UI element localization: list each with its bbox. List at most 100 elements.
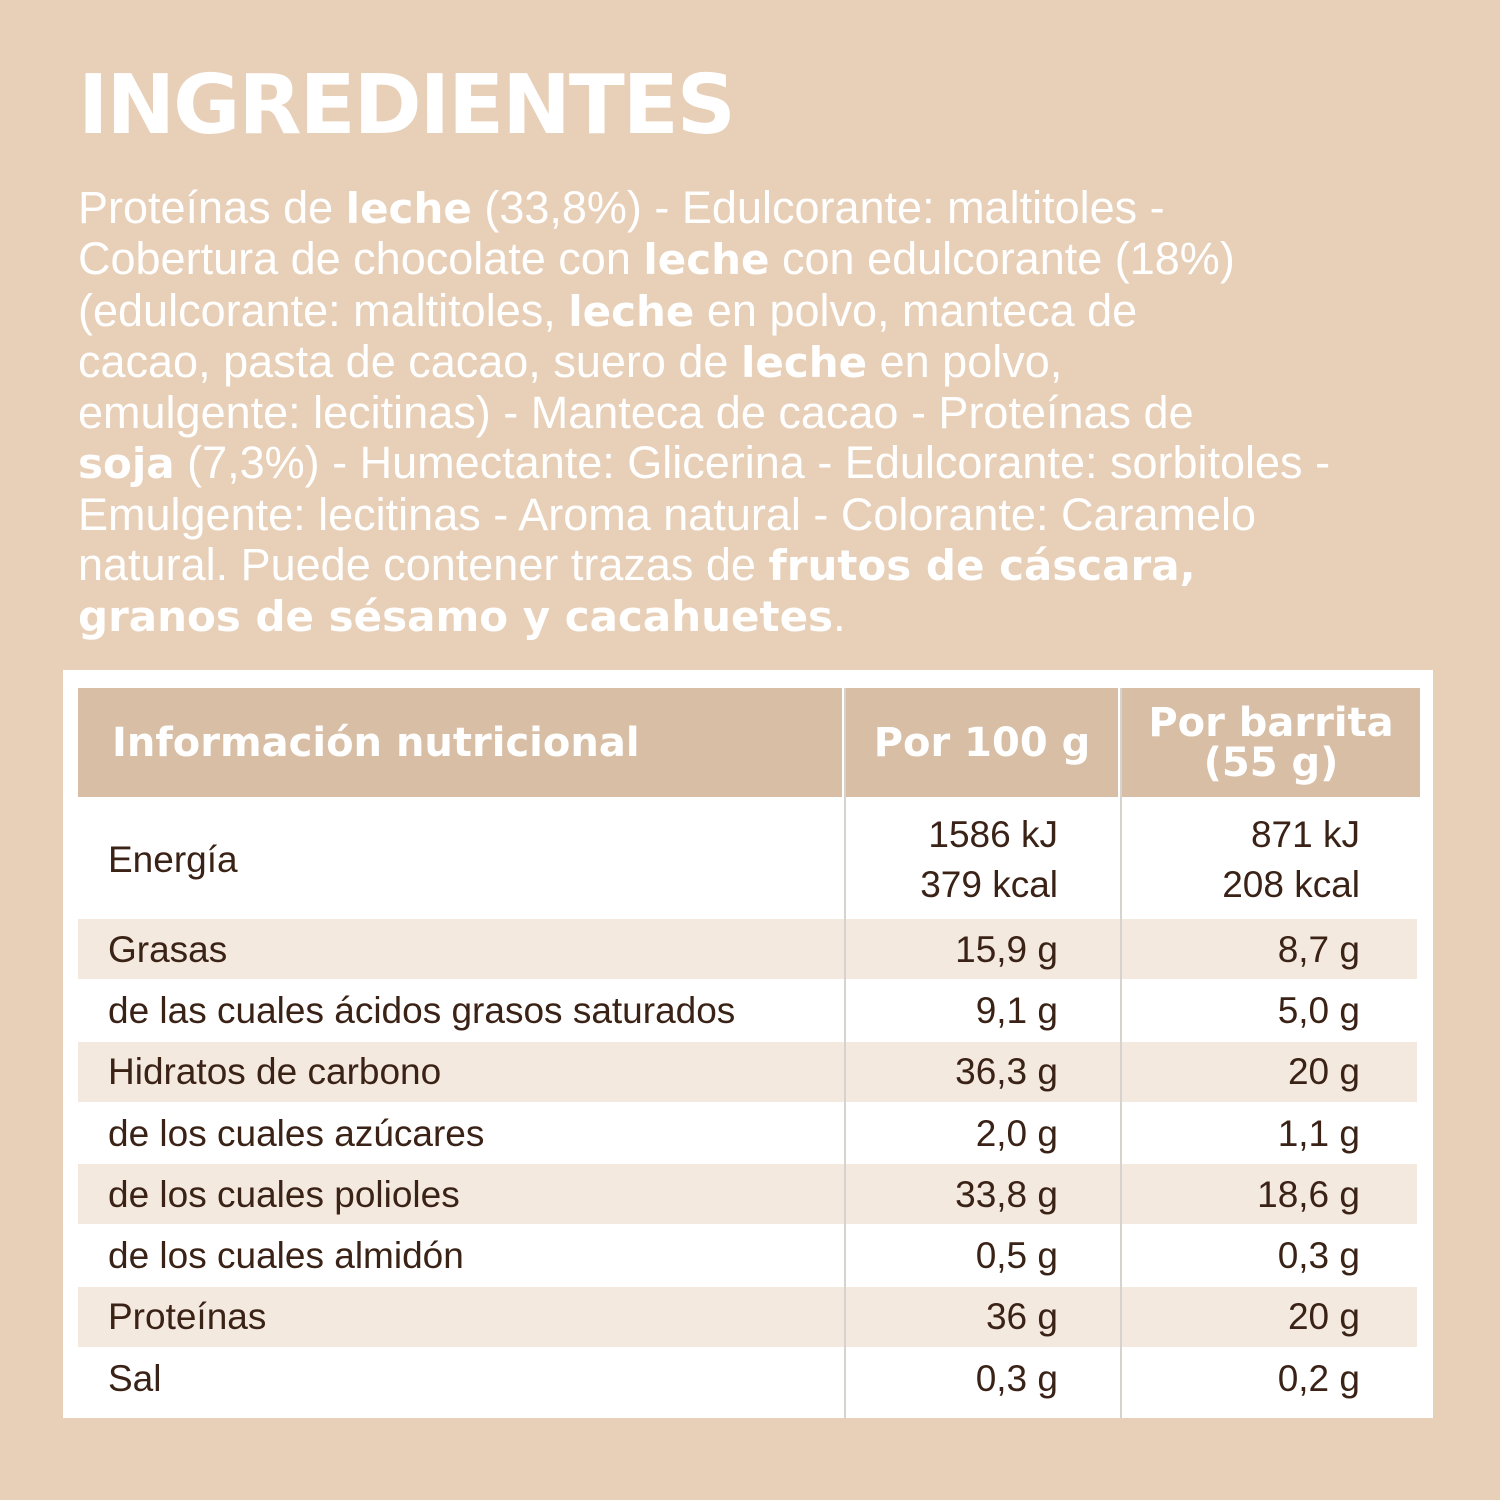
cell-text: 0,2 g	[1277, 1357, 1360, 1399]
nutrient-label: Hidratos de carbono	[78, 1042, 842, 1103]
nutrient-value: 8,7 g	[1122, 919, 1420, 980]
nutrient-value: 1586 kJ 379 kcal	[846, 801, 1118, 919]
cell-text: 0,3 g	[1277, 1235, 1360, 1277]
column-divider	[1120, 688, 1122, 1418]
cell-text: 1586 kJ	[928, 814, 1058, 855]
cell-text: 9,1 g	[975, 989, 1058, 1031]
nutrient-value: 20 g	[1122, 1042, 1420, 1103]
nutrient-value: 5,0 g	[1122, 980, 1420, 1041]
cell-text: 1,1 g	[1277, 1112, 1360, 1154]
ingredient-line: Proteínas de leche (33,8%) - Edulcorante…	[78, 182, 1478, 234]
nutrient-value: 0,3 g	[1122, 1226, 1420, 1287]
allergen-text: soja	[78, 439, 175, 489]
ingredients: Proteínas de leche (33,8%) - Edulcorante…	[78, 182, 1478, 643]
row-shade	[78, 1041, 1417, 1102]
nutrient-label: de los cuales azúcares	[78, 1103, 842, 1164]
cell-text: de las cuales ácidos grasos saturados	[108, 989, 736, 1031]
cell-text: Grasas	[108, 928, 228, 970]
ingredient-text: en polvo, manteca de	[694, 284, 1138, 336]
cell-text: 871 kJ	[1250, 814, 1360, 855]
nutrient-value: 18,6 g	[1122, 1164, 1420, 1225]
cell-text: 18,6 g	[1257, 1173, 1360, 1215]
cell-text: de los cuales azúcares	[108, 1112, 485, 1154]
nutrient-value: 0,3 g	[846, 1348, 1118, 1409]
allergen-text: leche	[740, 337, 868, 387]
ingredient-text: (edulcorante: maltitoles,	[78, 284, 569, 336]
ingredient-text: natural. Puede contener trazas de	[78, 539, 769, 591]
cell-text: 36,3 g	[955, 1051, 1058, 1093]
cell-text: 0,5 g	[975, 1235, 1058, 1277]
ingredient-text: Emulgente: lecitinas - Aroma natural - C…	[78, 488, 1257, 540]
ingredient-line: natural. Puede contener trazas de frutos…	[78, 539, 1478, 591]
ingredient-text: con edulcorante (18%)	[769, 233, 1235, 285]
ingredient-text: (7,3%) - Humectante: Glicerina - Edulcor…	[174, 437, 1331, 489]
nutrient-label: Grasas	[78, 919, 842, 980]
cell-text: 20 g	[1287, 1051, 1360, 1093]
header-cell: Por 100 g	[846, 688, 1118, 797]
cell-text: 15,9 g	[955, 928, 1058, 970]
nutrient-value: 15,9 g	[846, 919, 1118, 980]
row-shade	[78, 1286, 1417, 1348]
nutrient-value: 1,1 g	[1122, 1103, 1420, 1164]
title: INGREDIENTES	[78, 58, 736, 153]
nutrient-value: 33,8 g	[846, 1164, 1118, 1225]
ingredient-text: Cobertura de chocolate con	[78, 233, 644, 285]
ingredient-line: (edulcorante: maltitoles, leche en polvo…	[78, 284, 1478, 337]
ingredient-line: cacao, pasta de cacao, suero de leche en…	[78, 335, 1478, 388]
nutrient-value: 0,5 g	[846, 1226, 1118, 1287]
cell-text: 5,0 g	[1277, 989, 1360, 1031]
nutrient-label: de los cuales almidón	[78, 1226, 842, 1287]
ingredient-text: en polvo,	[867, 335, 1063, 387]
cell-text: Sal	[108, 1357, 162, 1399]
ingredient-line: emulgente: lecitinas) - Manteca de cacao…	[78, 388, 1478, 438]
nutrient-label: de los cuales polioles	[78, 1164, 842, 1225]
nutrient-value: 9,1 g	[846, 980, 1118, 1041]
header-text: (55 g)	[1203, 739, 1339, 786]
nutrient-value: 36 g	[846, 1287, 1118, 1348]
header-cell: Información nutricional	[78, 688, 842, 797]
cell-text: 20 g	[1287, 1296, 1360, 1338]
cell-text: 8,7 g	[1277, 928, 1360, 970]
cell-text: 0,3 g	[975, 1357, 1058, 1399]
header-text: Información nutricional	[112, 719, 640, 766]
ingredient-text: (33,8%) - Edulcorante: maltitoles -	[471, 182, 1165, 233]
row-shade	[78, 919, 1417, 980]
column-divider	[844, 688, 846, 1418]
row-shade	[78, 1164, 1417, 1225]
ingredient-text: cacao, pasta de cacao, suero de	[78, 335, 741, 387]
nutrient-value: 871 kJ 208 kcal	[1122, 801, 1420, 919]
ingredient-line: granos de sésamo y cacahuetes.	[78, 591, 1478, 642]
nutrient-label: de las cuales ácidos grasos saturados	[78, 980, 842, 1041]
allergen-text: leche	[643, 235, 770, 285]
allergen-text: frutos de cáscara,	[768, 541, 1196, 591]
nutrient-label: Energía	[78, 801, 842, 919]
cell-text: 379 kcal	[920, 864, 1058, 905]
allergen-text: leche	[345, 184, 472, 233]
ingredient-text: Proteínas de	[78, 182, 346, 233]
header-cell: Por barrita (55 g)	[1122, 688, 1420, 797]
header-text: Por barrita	[1148, 699, 1394, 746]
header-text: Por 100 g	[873, 719, 1091, 766]
cell-text: 33,8 g	[955, 1173, 1058, 1215]
cell-text: de los cuales polioles	[108, 1173, 460, 1215]
cell-text: Hidratos de carbono	[108, 1051, 442, 1093]
nutrition-table: Información nutricional Por 100 g Por barr…	[63, 670, 1433, 1418]
nutrient-label: Proteínas	[78, 1287, 842, 1348]
nutrient-value: 36,3 g	[846, 1042, 1118, 1103]
cell-text: 2,0 g	[975, 1112, 1058, 1154]
cell-text: Proteínas	[108, 1296, 267, 1338]
allergen-text: leche	[568, 286, 695, 336]
ingredient-text: .	[833, 590, 846, 642]
ingredient-text: emulgente: lecitinas) - Manteca de cacao…	[78, 387, 1194, 439]
nutrient-label: Sal	[78, 1348, 842, 1409]
ingredient-line: Emulgente: lecitinas - Aroma natural - C…	[78, 488, 1478, 540]
nutrient-value: 2,0 g	[846, 1103, 1118, 1164]
nutrient-value: 20 g	[1122, 1287, 1420, 1348]
cell-text: 36 g	[985, 1296, 1058, 1338]
cell-text: Energía	[108, 839, 238, 880]
ingredient-line: Cobertura de chocolate con leche con edu…	[78, 234, 1478, 285]
ingredient-line: soja (7,3%) - Humectante: Glicerina - Ed…	[78, 438, 1478, 489]
allergen-text: granos de sésamo y cacahuetes	[78, 592, 834, 642]
cell-text: de los cuales almidón	[108, 1235, 464, 1277]
